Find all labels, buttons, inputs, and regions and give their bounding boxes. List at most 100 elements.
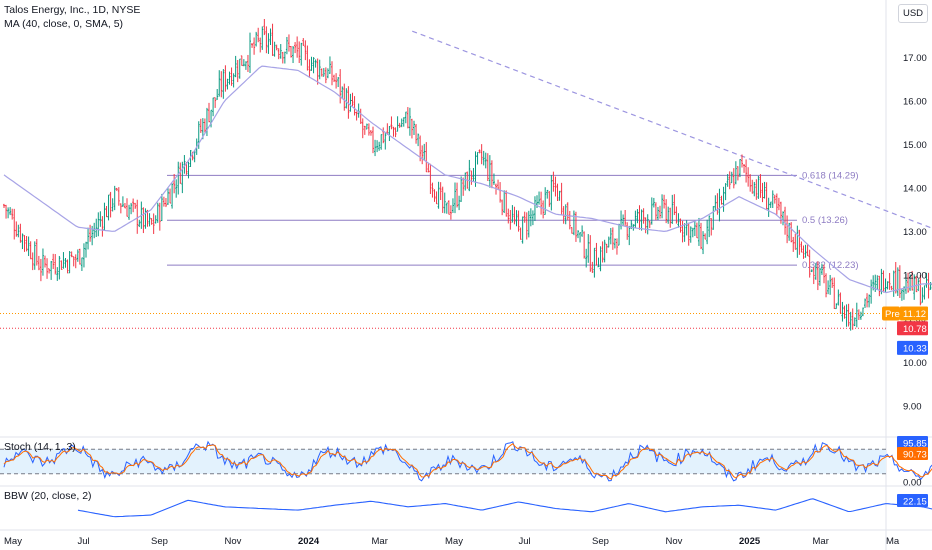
currency-button[interactable]: USD (898, 4, 928, 23)
price-tick-label: 14.00 (903, 184, 927, 195)
candle (322, 68, 325, 77)
candle (314, 59, 317, 68)
candle (203, 118, 206, 133)
candle (831, 277, 834, 288)
candle (570, 227, 573, 234)
candle (697, 217, 700, 246)
candle (216, 89, 219, 100)
candle (488, 155, 491, 188)
candle (443, 192, 446, 214)
candle (56, 267, 59, 281)
candle (864, 298, 866, 308)
candle (734, 161, 737, 185)
candle (833, 277, 836, 309)
candle (341, 86, 344, 99)
candle (499, 182, 502, 203)
candle (277, 48, 280, 60)
candle (882, 270, 885, 293)
price-tick-label: 12.00 (903, 271, 927, 282)
candle (240, 55, 243, 67)
candle (849, 311, 852, 331)
candle (380, 134, 383, 150)
time-axis[interactable]: May Jul Sep Nov 2024 Mar May Jul Sep Nov 2025 Mar Ma (4, 536, 900, 547)
stoch-legend[interactable]: Stoch (14, 1, 3) (4, 441, 76, 453)
candle (513, 206, 516, 225)
candle (507, 208, 510, 224)
symbol-title[interactable]: Talos Energy, Inc., 1D, NYSE (4, 4, 141, 16)
candle (521, 216, 524, 244)
candle (515, 210, 518, 227)
candle (425, 142, 428, 173)
candle (333, 74, 336, 83)
candle (298, 41, 301, 64)
candle (271, 23, 274, 56)
candle (644, 217, 647, 234)
candle (66, 259, 69, 274)
candle (646, 214, 649, 235)
candle (572, 210, 575, 236)
candle (829, 274, 832, 295)
candle (435, 191, 438, 205)
candle (652, 197, 655, 208)
stoch-pane (0, 440, 932, 482)
candle (517, 210, 520, 232)
candle (638, 205, 641, 230)
candle (93, 222, 96, 239)
candle (17, 224, 20, 238)
bbw-pane (77, 498, 932, 518)
candle (779, 201, 782, 224)
candle (27, 236, 30, 257)
candle (390, 116, 393, 130)
candle (320, 68, 323, 77)
candle (171, 183, 174, 209)
candle (896, 267, 899, 297)
candle (15, 221, 18, 237)
candle (558, 190, 561, 201)
candle (531, 210, 534, 226)
candle (782, 211, 784, 226)
candle (173, 173, 176, 194)
candle (5, 204, 8, 219)
candle (794, 233, 797, 250)
candle (335, 73, 338, 89)
candle (759, 174, 762, 198)
candle (533, 196, 536, 221)
ma-legend[interactable]: MA (40, close, 0, SMA, 5) (4, 18, 124, 30)
stoch-value-label: 95.85 (903, 439, 927, 450)
stoch-zero-label: 0.00 (903, 478, 922, 489)
candle (470, 170, 473, 185)
candle (50, 261, 53, 280)
bbw-line (77, 498, 932, 518)
candle (19, 223, 22, 243)
time-tick-label: May (4, 536, 22, 547)
bbw-legend[interactable]: BBW (20, close, 2) (4, 490, 92, 502)
candle (224, 65, 227, 92)
candle (738, 159, 741, 178)
time-tick-label: 2025 (739, 536, 761, 547)
candle (68, 251, 71, 274)
candle (80, 257, 83, 271)
candle (324, 67, 327, 84)
candle (318, 59, 321, 80)
candle (423, 143, 426, 161)
candle (919, 275, 922, 306)
price-tag-label: 10.33 (903, 343, 927, 354)
candle (654, 202, 657, 221)
candle (351, 92, 354, 107)
candle (13, 208, 16, 240)
candle (911, 270, 914, 291)
candle (693, 221, 696, 237)
price-axis[interactable]: 18.0017.0016.0015.0014.0013.0012.0011.00… (882, 9, 928, 508)
candle (892, 270, 895, 297)
candle (665, 199, 668, 224)
candle (7, 207, 10, 219)
candle (427, 162, 430, 173)
candle (853, 317, 856, 327)
price-pane: 0.618 (14.29) 0.5 (13.26) 0.382 (12.23) (0, 18, 932, 331)
candle (214, 97, 217, 108)
candle (736, 166, 739, 181)
candle (326, 68, 329, 79)
candle (788, 222, 791, 241)
candle (337, 77, 340, 87)
